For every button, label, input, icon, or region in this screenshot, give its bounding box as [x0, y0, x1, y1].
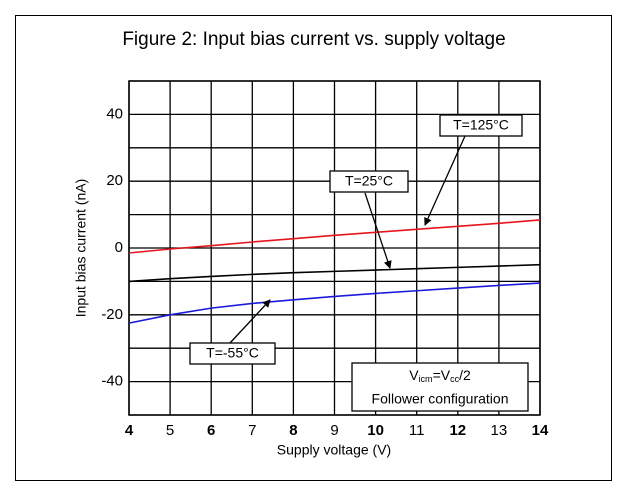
x-tick-label: 6: [207, 422, 215, 439]
note-part: /2: [459, 367, 471, 383]
note-box: [351, 362, 529, 412]
x-tick-label: 13: [491, 422, 508, 439]
note-part: V: [409, 367, 419, 383]
note-line: Follower configuration: [372, 391, 509, 407]
callout-arrow: [229, 299, 271, 344]
note-part: cc: [450, 374, 460, 384]
x-tick-label: 14: [532, 422, 549, 439]
y-tick-label: 40: [106, 105, 123, 122]
y-tick-label: -40: [101, 373, 123, 390]
x-tick-label: 8: [289, 422, 297, 439]
callout-arrow: [424, 135, 466, 226]
note-part: icm: [419, 374, 433, 384]
x-tick-label: 12: [449, 422, 466, 439]
y-tick-label: -20: [101, 306, 123, 323]
chart-title: Figure 2: Input bias current vs. supply …: [122, 29, 505, 50]
plot-border: [128, 80, 541, 416]
y-axis-label: Input bias current (nA): [73, 179, 89, 318]
x-tick-label: 10: [367, 422, 384, 439]
series-label: T=125°C: [453, 117, 509, 133]
x-tick-label: 11: [409, 422, 425, 439]
series-line: [128, 263, 541, 283]
callout-box: [329, 170, 409, 193]
x-tick-label: 9: [330, 422, 338, 439]
callout-box: [439, 114, 523, 137]
x-axis-label: Supply voltage (V): [277, 442, 391, 458]
note-line: Vicm=Vcc/2: [409, 367, 471, 385]
x-tick-label: 7: [248, 422, 256, 439]
y-tick-label: 20: [106, 172, 123, 189]
callout-box: [189, 342, 276, 365]
series-label: T=25°C: [345, 173, 393, 189]
series-label: T=-55°C: [206, 345, 259, 361]
callout-arrow: [364, 192, 392, 269]
y-tick-label: 0: [115, 239, 123, 256]
note-part: =V: [433, 367, 451, 383]
x-tick-label: 4: [125, 422, 134, 439]
series-line: [128, 219, 541, 254]
series-line: [128, 282, 541, 324]
x-tick-label: 5: [166, 422, 174, 439]
